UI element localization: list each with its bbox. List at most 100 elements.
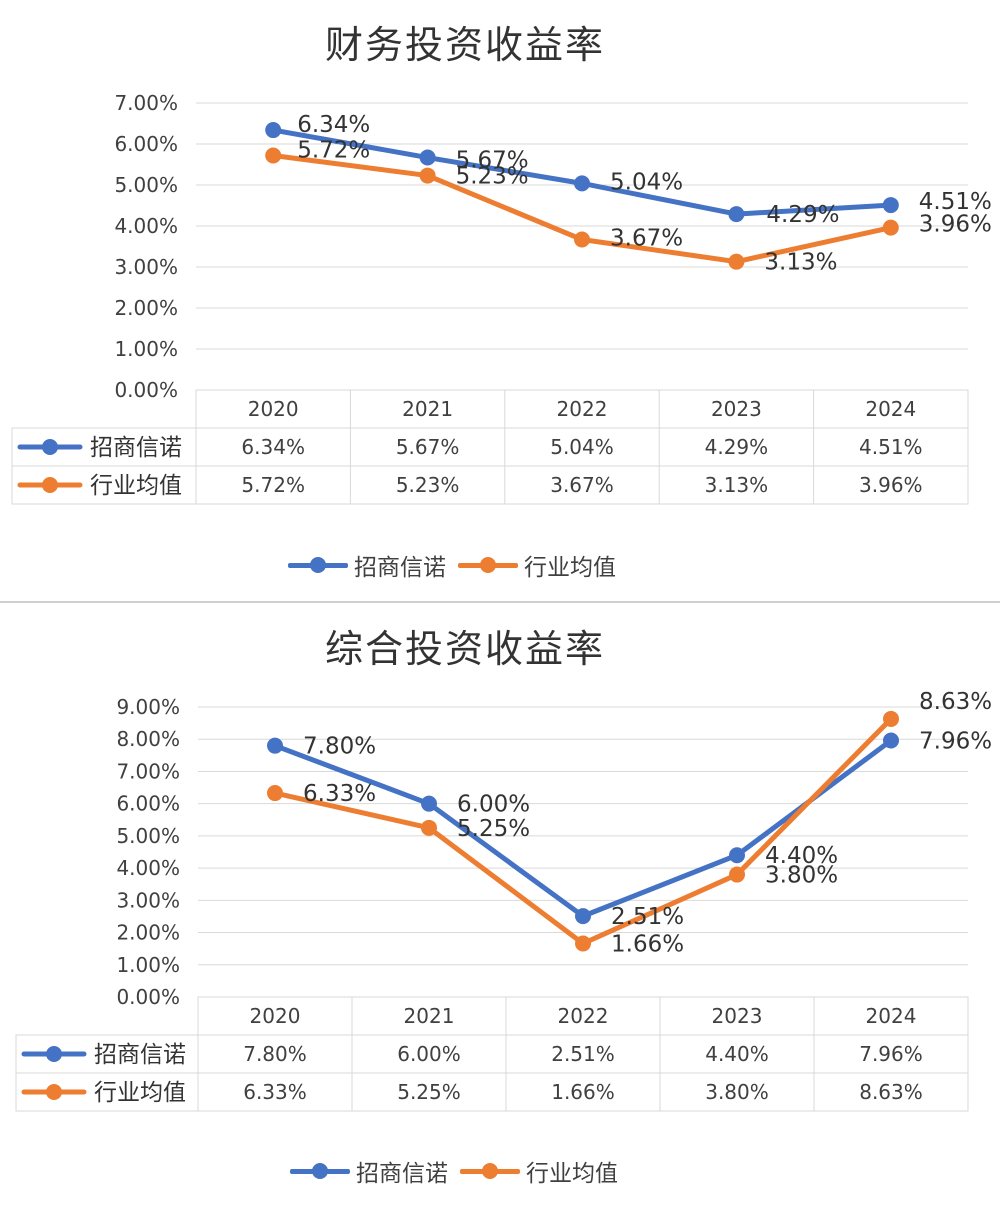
y-tick-label: 0.00% [116, 985, 180, 1009]
data-point-marker [728, 253, 745, 270]
table-cell-value: 5.72% [241, 473, 305, 497]
data-point-marker [574, 175, 590, 192]
y-tick-label: 6.00% [114, 132, 178, 156]
table-cell-value: 5.25% [397, 1080, 461, 1104]
data-label: 4.51% [919, 189, 992, 215]
data-label: 3.67% [610, 226, 683, 252]
data-label: 1.66% [611, 932, 684, 958]
y-tick-label: 2.00% [116, 921, 180, 945]
x-category-label: 2024 [866, 1004, 917, 1028]
data-point-marker [575, 935, 591, 952]
table-series-name: 招商信诺 [90, 435, 182, 461]
x-category-label: 2021 [404, 1004, 455, 1028]
table-cell-value: 2.51% [551, 1042, 615, 1066]
data-point-marker [267, 737, 283, 754]
line-chart: 0.00% 1.00% 2.00% 3.00% 4.00% 5.00% 6.00% 7.00%… [11, 91, 992, 505]
y-tick-label: 0.00% [114, 378, 178, 402]
legend-item-series-2: 行业均值 [458, 548, 616, 582]
legend-marker-icon [290, 1161, 350, 1181]
y-tick-label: 4.00% [114, 214, 178, 238]
table-cell-value: 5.04% [550, 435, 614, 459]
x-category-label: 2020 [248, 397, 299, 421]
data-point-marker [265, 122, 282, 139]
data-label: 7.80% [303, 734, 376, 760]
table-cell-value: 7.80% [243, 1042, 307, 1066]
table-series-name: 行业均值 [94, 1080, 186, 1106]
data-label: 8.63% [919, 689, 992, 715]
data-label: 6.00% [457, 792, 530, 818]
y-tick-label: 1.00% [116, 953, 180, 977]
data-point-marker [729, 847, 745, 864]
table-cell-value: 3.13% [705, 473, 769, 497]
table-cell-value: 3.96% [859, 473, 923, 497]
legend-item-series-1: 招商信诺 [290, 1154, 448, 1188]
table-series-name: 行业均值 [90, 473, 182, 499]
table-cell-value: 3.80% [705, 1080, 769, 1104]
table-series-name: 招商信诺 [94, 1042, 186, 1068]
data-point-marker [883, 732, 899, 749]
chart-panel-comprehensive-return: 综合投资收益率 0.00% 1.00% 2.00% 3.00% 4.00% 5.00% 6.… [0, 604, 1000, 1211]
table-cell-value: 5.67% [396, 435, 460, 459]
y-tick-label: 9.00% [116, 695, 180, 719]
y-tick-label: 7.00% [114, 91, 178, 115]
y-tick-label: 3.00% [116, 888, 180, 912]
data-label: 7.96% [919, 729, 992, 755]
data-label: 5.04% [610, 169, 683, 195]
data-point-marker [265, 147, 282, 164]
x-category-label: 2020 [250, 1004, 301, 1028]
table-cell-value: 6.00% [397, 1042, 461, 1066]
data-point-marker [728, 206, 745, 223]
table-cell-value: 4.40% [705, 1042, 769, 1066]
table-legend-marker-icon [46, 1084, 62, 1100]
table-legend-marker-icon [46, 1046, 62, 1062]
x-category-label: 2022 [558, 1004, 609, 1028]
chart-legend: 招商信诺 行业均值 [290, 1154, 618, 1188]
table-legend-marker-icon [42, 477, 58, 493]
data-label: 4.29% [766, 202, 839, 228]
data-point-marker [421, 819, 437, 836]
data-point-marker [419, 167, 436, 184]
legend-label: 行业均值 [526, 1161, 618, 1187]
chart-panel-financial-return: 财务投资收益率 0.00% 1.00% 2.00% 3.00% 4.00% 5.00% 6.… [0, 0, 1000, 600]
table-cell-value: 6.33% [243, 1080, 307, 1104]
x-category-label: 2021 [402, 397, 453, 421]
x-category-label: 2023 [712, 1004, 763, 1028]
table-cell-value: 6.34% [241, 435, 305, 459]
legend-item-series-1: 招商信诺 [288, 548, 446, 582]
legend-marker-icon [288, 555, 348, 575]
table-cell-value: 1.66% [551, 1080, 615, 1104]
y-tick-label: 1.00% [114, 337, 178, 361]
data-point-marker [421, 795, 437, 812]
data-point-marker [419, 149, 436, 166]
y-tick-label: 2.00% [114, 296, 178, 320]
data-point-marker [883, 710, 899, 727]
data-label: 6.34% [297, 112, 370, 138]
x-category-label: 2022 [557, 397, 608, 421]
data-label: 2.51% [611, 904, 684, 930]
series-line [272, 738, 894, 919]
x-category-label: 2024 [865, 397, 916, 421]
table-cell-value: 4.51% [859, 435, 923, 459]
panel-divider [0, 601, 1000, 603]
chart-title: 综合投资收益率 [324, 627, 605, 671]
data-label: 4.40% [765, 843, 838, 869]
data-label: 3.96% [919, 212, 992, 238]
legend-label: 行业均值 [524, 555, 616, 581]
data-label: 3.80% [765, 863, 838, 889]
chart-title: 财务投资收益率 [324, 23, 605, 67]
y-tick-label: 5.00% [116, 824, 180, 848]
data-point-marker [574, 231, 590, 248]
table-cell-value: 8.63% [859, 1080, 923, 1104]
y-tick-label: 6.00% [116, 792, 180, 816]
table-cell-value: 3.67% [550, 473, 614, 497]
data-label: 3.13% [764, 250, 837, 276]
y-tick-label: 7.00% [116, 759, 180, 783]
legend-marker-icon [460, 1161, 520, 1181]
data-point-marker [882, 219, 899, 236]
legend-label: 招商信诺 [356, 1161, 448, 1187]
data-label: 5.25% [457, 816, 530, 842]
data-label: 5.23% [456, 164, 529, 190]
table-cell-value: 7.96% [859, 1042, 923, 1066]
table-cell-value: 5.23% [396, 473, 460, 497]
data-point-marker [729, 866, 745, 883]
